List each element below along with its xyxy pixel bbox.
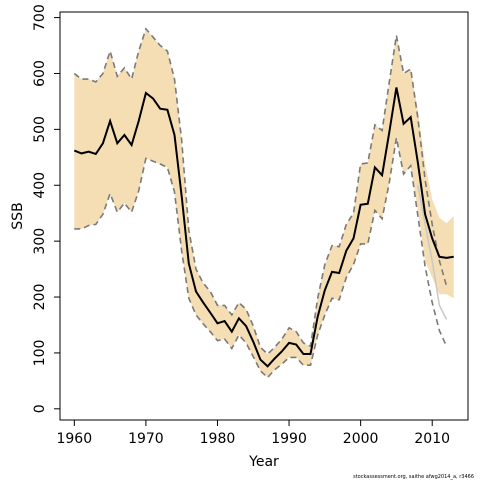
ssb-estimate-line (73, 87, 454, 368)
series-line-layer (73, 27, 454, 379)
x-tick-label: 1990 (271, 431, 307, 447)
y-tick-label: 100 (32, 340, 48, 367)
y-axis: 0 100 200 300 400 500 600 700 (32, 4, 60, 413)
y-tick-label: 400 (32, 172, 48, 199)
plot-frame (59, 11, 469, 421)
y-tick-label: 0 (32, 404, 48, 413)
retro-lower-dashed-line (74, 137, 448, 379)
x-tick-label: 2000 (343, 431, 379, 447)
source-note: stockassessment.org, saithe afwg2014_a, … (353, 474, 474, 480)
y-axis-title: SSB (10, 202, 26, 229)
x-tick-label: 2010 (414, 431, 450, 447)
y-tick-label: 600 (32, 60, 48, 87)
x-tick-label: 1970 (128, 431, 164, 447)
x-tick-label: 1980 (200, 431, 236, 447)
y-tick-label: 500 (32, 116, 48, 143)
x-axis: 1960 1970 1980 1990 2000 2010 (56, 420, 450, 447)
x-axis-title: Year (248, 454, 279, 470)
y-tick-label: 300 (32, 228, 48, 255)
x-tick-label: 1960 (56, 431, 92, 447)
y-tick-label: 200 (32, 284, 48, 311)
y-tick-label: 700 (32, 4, 48, 31)
previous-estimate-line (417, 185, 448, 320)
retro-upper-dashed-line (73, 27, 448, 356)
